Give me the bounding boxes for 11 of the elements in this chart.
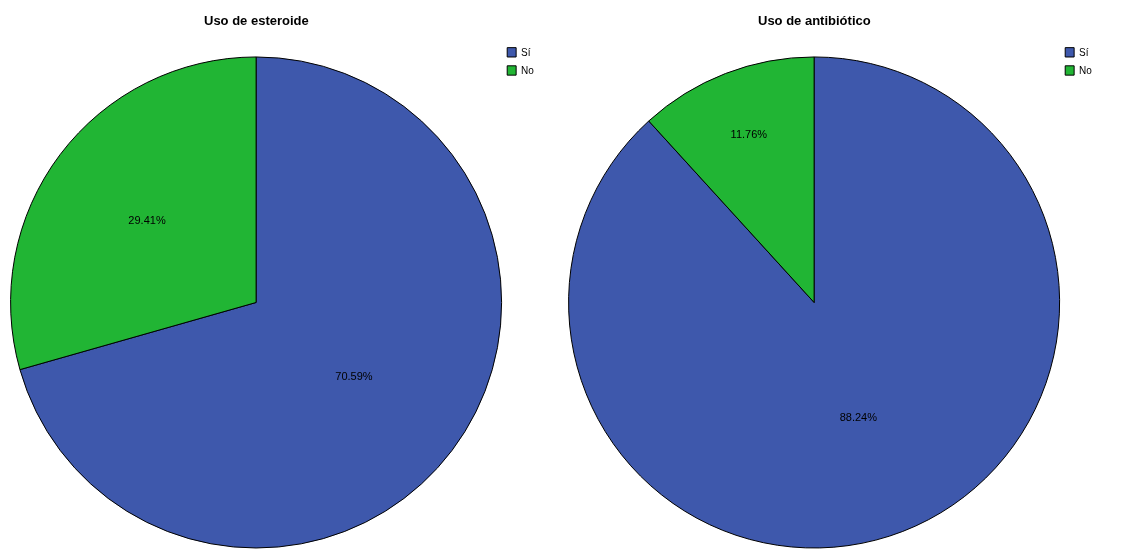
legend-label: Sí	[1079, 47, 1089, 58]
chart-title: Uso de antibiótico	[758, 13, 871, 28]
legend-label: No	[1079, 65, 1093, 76]
legend-label: Sí	[521, 47, 531, 58]
data-label: 70.59%	[335, 370, 373, 383]
data-label: 88.24%	[839, 410, 878, 423]
data-label: 29.41%	[128, 214, 166, 227]
chart-title: Uso de esteroide	[204, 13, 309, 28]
legend-label: No	[521, 65, 535, 76]
pie-slice	[568, 56, 1061, 549]
data-label: 11.76%	[730, 128, 768, 141]
